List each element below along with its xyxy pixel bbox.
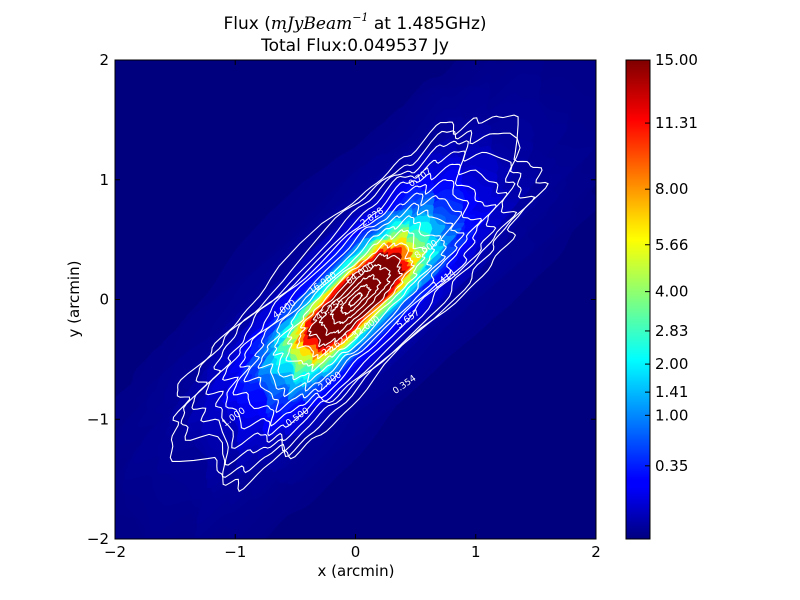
chart-subtitle: Total Flux:0.049537 Jy [260,36,449,56]
contour-line [329,273,382,325]
contour-line [222,163,497,437]
contour-line [348,291,363,308]
colorbar-tick-label: 2.83 [655,322,688,340]
x-tick-label: −2 [104,543,126,561]
chart-title-exponent: −1 [352,11,368,24]
contour-line [296,242,415,360]
x-axis-ticks: −2 −1 0 1 2 [104,60,601,561]
colorbar-tick-label: 11.31 [655,114,698,132]
contour-line [191,140,518,466]
contour-line [308,252,403,348]
contour-lines [169,114,549,493]
colorbar-tick-label: 15.00 [655,51,698,69]
contour-line [318,264,392,337]
colorbar-tick-label: 5.66 [655,236,688,254]
contour-line [285,228,428,373]
contour-line [257,202,454,398]
colorbar-ticks: 0.35 1.00 1.41 2.00 2.83 4.00 5.66 8.00 11.31 15.… [645,51,698,475]
heat-band [348,293,363,307]
colorbar-tick-label: 2.00 [655,355,688,373]
contour-line [340,283,372,316]
colorbar-tick-label: 0.35 [655,457,688,475]
x-tick-label: 1 [471,543,481,561]
contour-line [205,150,508,449]
y-tick-label: −2 [87,530,109,548]
contour-line [243,192,465,414]
chart-title-prefix: Flux ( [223,14,270,34]
chart-title-math: mJyBeam [271,14,352,34]
colorbar-tick-label: 1.00 [655,406,688,424]
y-tick-label: −1 [87,410,109,428]
x-tick-label: 2 [591,543,601,561]
contour-line [180,129,536,478]
plot-area: 0.7072.8284.0001.4140.3540.5001.0002.000… [115,60,596,539]
y-axis-label: y (arcmin) [65,261,83,338]
colorbar-tick-label: 1.41 [655,383,688,401]
colorbar [625,59,651,540]
chart-title-suffix: at 1.485GHz) [368,14,486,34]
chart-title: Flux (mJyBeam−1 at 1.485GHz) [223,11,486,34]
contour-line [232,179,483,427]
y-tick-label: 0 [99,291,109,309]
colorbar-tick-label: 4.00 [655,283,688,301]
contour-line [169,114,549,493]
x-tick-label: 0 [351,543,361,561]
x-tick-label: −1 [224,543,246,561]
y-tick-label: 2 [99,51,109,69]
colorbar-tick-label: 8.00 [655,180,688,198]
y-tick-label: 1 [99,171,109,189]
y-axis-ticks: −2 −1 0 1 2 [87,51,596,548]
x-axis-label: x (arcmin) [318,562,395,580]
contour-line [272,215,442,383]
